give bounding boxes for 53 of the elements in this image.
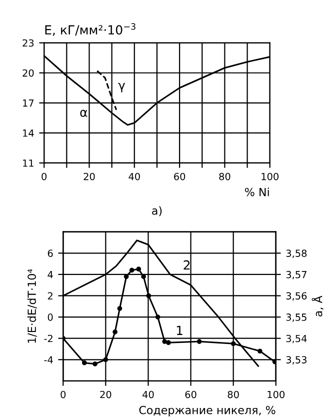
point [162, 339, 168, 344]
y-tick-label: 17 [23, 100, 34, 107]
text: а) [152, 206, 162, 216]
y-tick-label: 11 [23, 160, 34, 167]
point [92, 361, 98, 366]
point [117, 306, 122, 311]
x-tick-label: 100 [262, 172, 279, 180]
y-tick-label: -4 [44, 356, 53, 364]
y2-tick-label: 3,54 [286, 334, 307, 344]
y-tick-label: 6 [48, 250, 53, 257]
y-axis-title: 1/E·dE/dT·10⁴ [27, 269, 37, 343]
x-tick-label: 20 [84, 172, 95, 180]
series-label: α [80, 110, 88, 117]
y2-tick-label: 3,53 [286, 356, 306, 364]
x-tick-label: 0 [60, 390, 66, 398]
y2-axis-title: a, Å [312, 296, 324, 316]
y-tick-label: -2 [44, 334, 52, 342]
x-tick-label: 100 [268, 390, 285, 398]
point [112, 330, 118, 334]
y-tick-label: 20 [22, 69, 34, 77]
point [136, 266, 142, 272]
point [129, 268, 134, 273]
y-tick-label: 0 [48, 314, 53, 321]
x-tick-label: 20 [100, 390, 112, 398]
series-label: γ [118, 82, 126, 92]
point [146, 293, 152, 298]
y-tick-label: 2 [48, 292, 52, 300]
y2-tick-label: 3,56 [286, 292, 307, 301]
y-tick-label: 14 [23, 130, 34, 137]
point [272, 359, 276, 364]
point [166, 340, 171, 346]
x-tick-label: 60 [174, 172, 186, 180]
y2-tick-label: 3,55 [286, 314, 306, 322]
point [257, 348, 262, 354]
y-tick-label: 23 [22, 39, 34, 47]
point [82, 360, 87, 366]
chart-title: E, кГ/мм²·10$^{−3}$ [45, 23, 136, 36]
series-label: 2 [184, 260, 190, 270]
x-tick-label: 40 [142, 390, 154, 398]
point [103, 357, 108, 362]
x-axis-title: Содержание никеля, % [139, 406, 276, 416]
x-tick-label: 40 [128, 172, 140, 180]
x-tick-label: 80 [228, 390, 239, 398]
point [230, 341, 236, 346]
x-tick-label: 60 [185, 390, 196, 398]
y2-tick-label: 3,58 [286, 250, 307, 258]
x-axis-title: % Ni [244, 188, 269, 196]
y-tick-label: 4 [48, 271, 53, 278]
point [155, 314, 160, 320]
series-label: 1 [176, 326, 182, 335]
y2-tick-label: 3,57 [286, 270, 306, 280]
x-tick-label: 80 [219, 172, 230, 180]
point [196, 339, 202, 344]
